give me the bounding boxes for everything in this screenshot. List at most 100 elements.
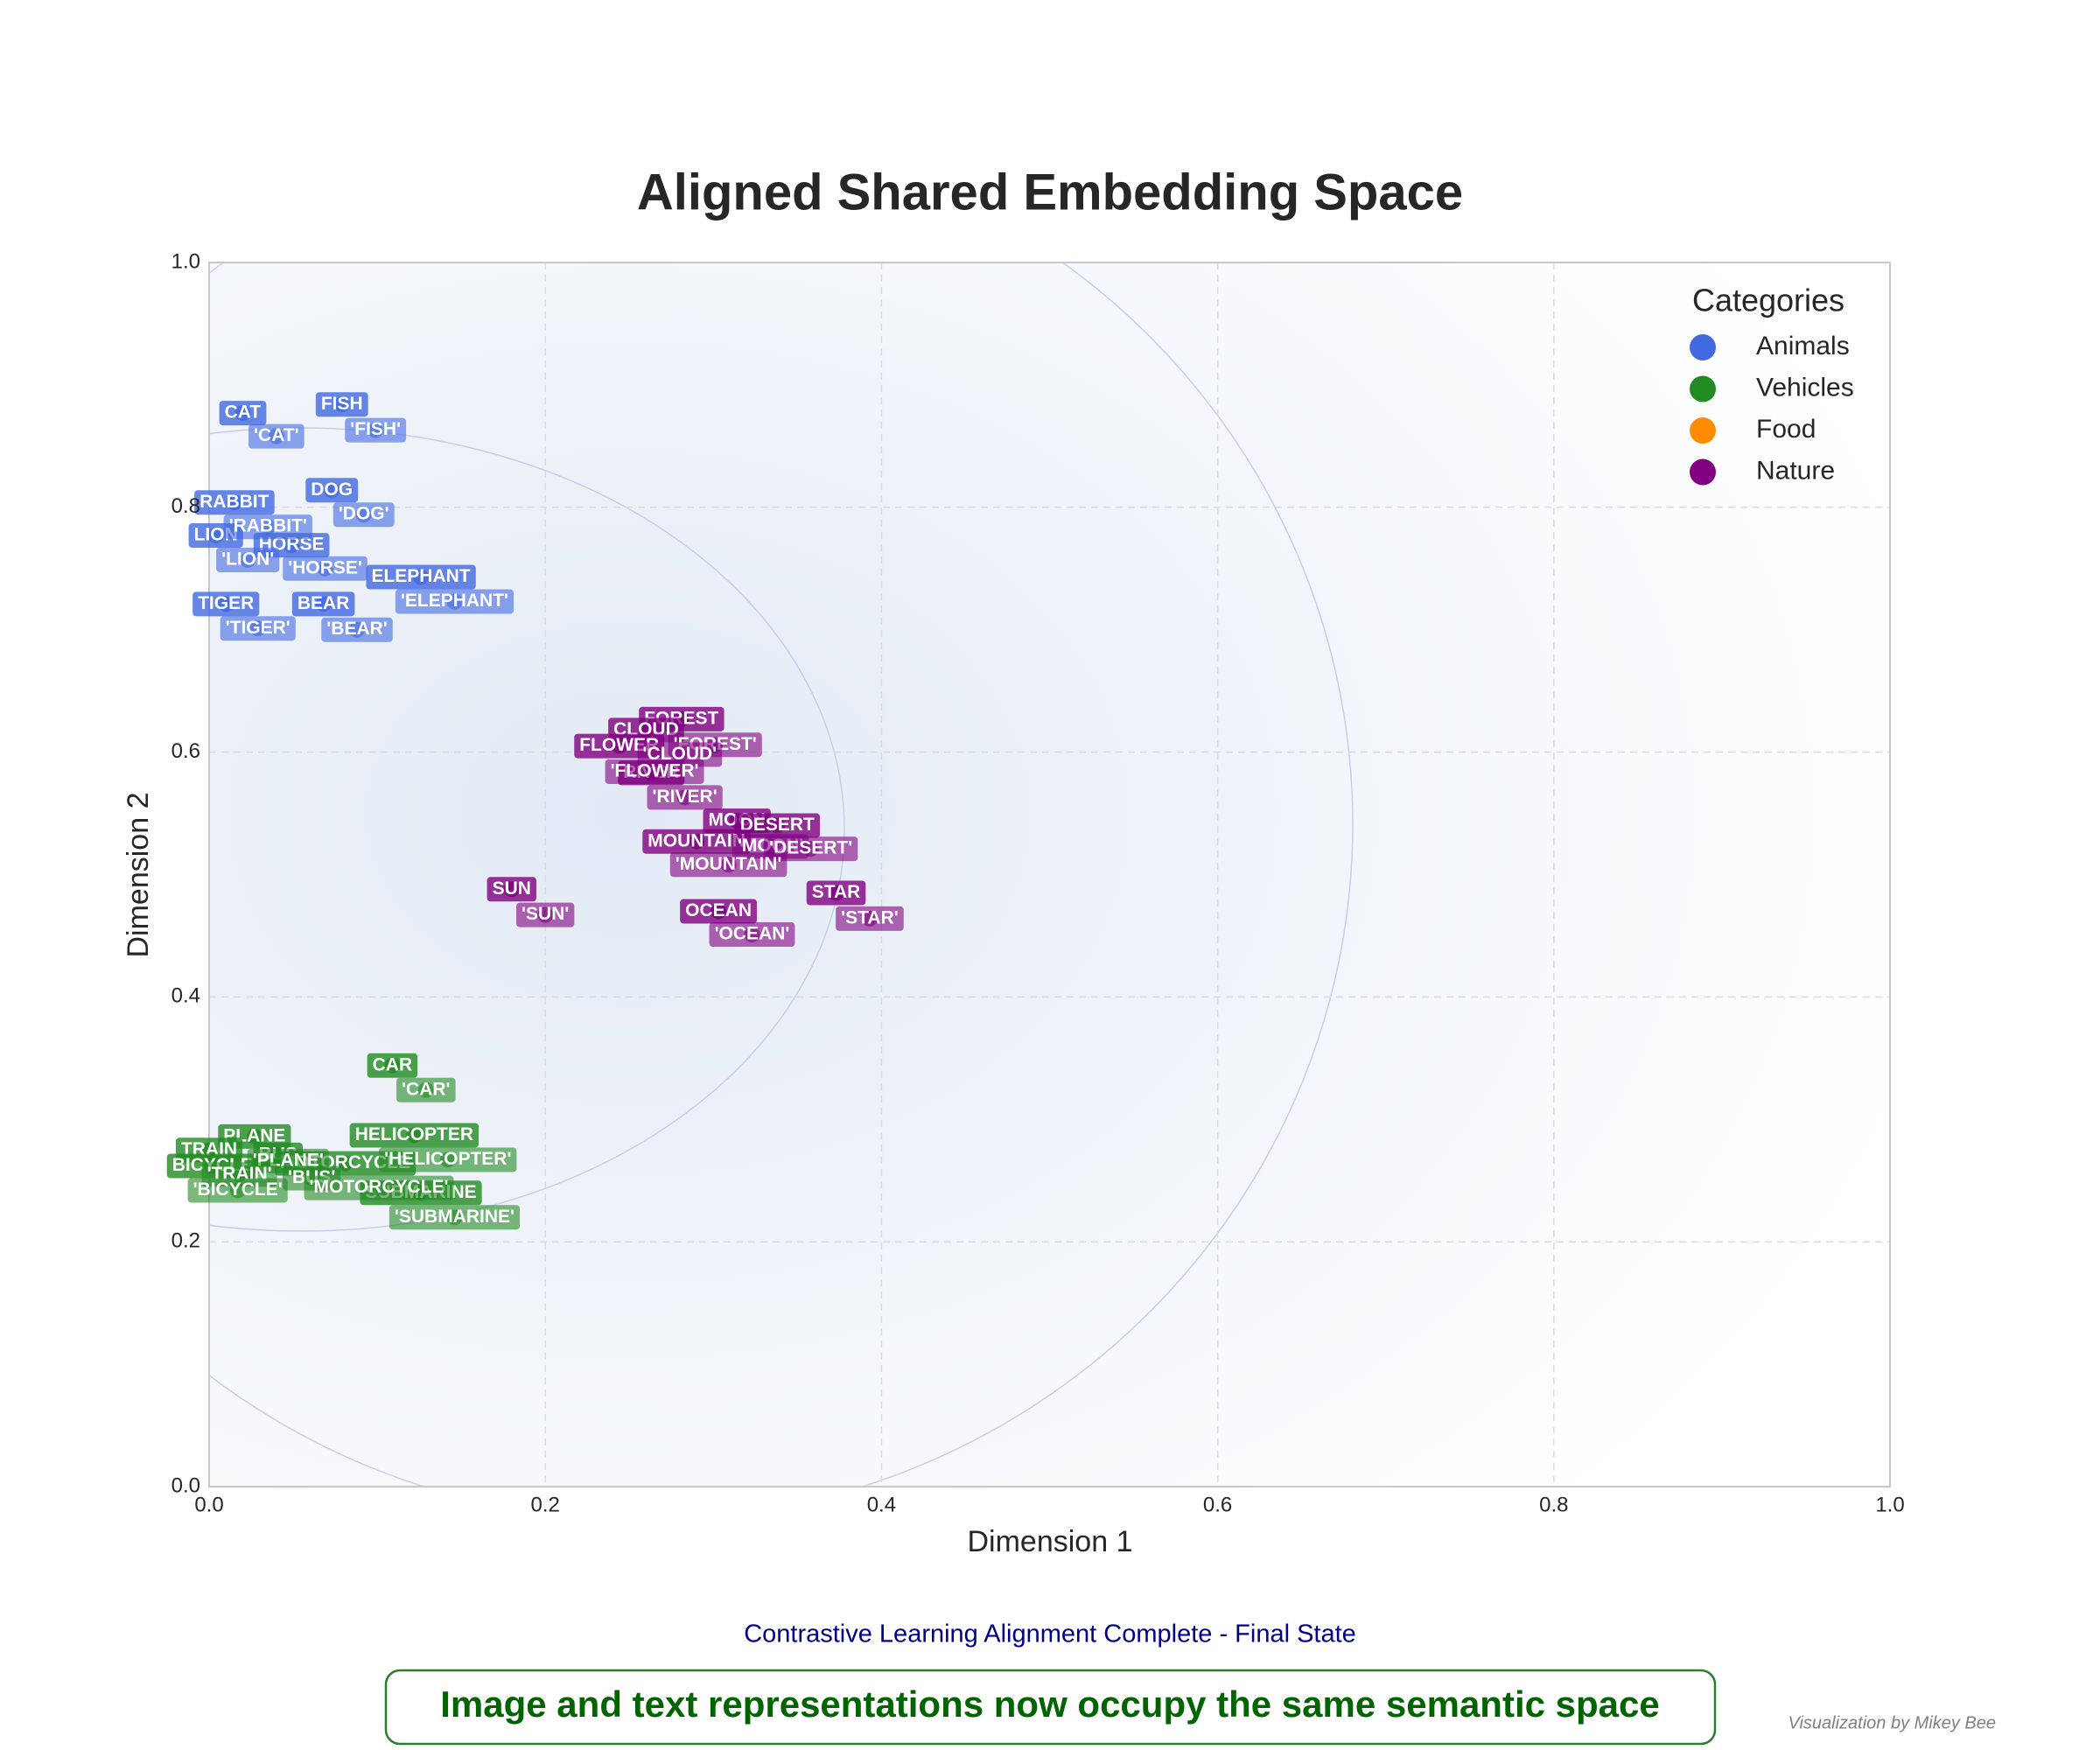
legend: Categories Animals Vehicles Food Nature bbox=[1690, 283, 1854, 486]
y-axis-label: Dimension 2 bbox=[122, 793, 155, 958]
text-label: 'SUBMARINE' bbox=[395, 1207, 514, 1227]
text-point: 'BICYCLE' bbox=[187, 1178, 288, 1203]
text-label: 'HELICOPTER' bbox=[384, 1149, 511, 1169]
legend-marker bbox=[1690, 458, 1716, 486]
y-tick-label: 0.4 bbox=[172, 984, 200, 1008]
x-tick-label: 0.2 bbox=[531, 1493, 560, 1516]
image-label: DOG bbox=[311, 480, 353, 500]
image-label: RABBIT bbox=[200, 492, 269, 512]
image-label: STAR bbox=[812, 882, 861, 902]
image-label: DESERT bbox=[740, 815, 815, 835]
image-label: BEAR bbox=[298, 593, 350, 613]
image-label-box bbox=[192, 592, 260, 617]
plot-frame bbox=[208, 262, 1891, 1488]
text-point: 'DESERT' bbox=[764, 836, 858, 862]
x-axis-label: Dimension 1 bbox=[968, 1525, 1133, 1558]
text-label: 'CAR' bbox=[402, 1079, 450, 1099]
legend-marker bbox=[1690, 417, 1716, 444]
text-label-box bbox=[605, 759, 704, 784]
image-label-box bbox=[291, 592, 355, 617]
text-label-box bbox=[395, 589, 514, 614]
text-label-box bbox=[516, 902, 575, 928]
image-label: CAR bbox=[373, 1054, 413, 1074]
text-label-box bbox=[396, 1077, 456, 1102]
image-label-box bbox=[806, 880, 866, 906]
text-label: 'ELEPHANT' bbox=[401, 591, 508, 611]
text-label-box bbox=[187, 1178, 288, 1203]
text-point: 'MOUNTAIN' bbox=[669, 852, 788, 878]
image-point: STAR bbox=[806, 880, 866, 906]
text-label: 'MOUNTAIN' bbox=[676, 854, 782, 874]
image-label: HELICOPTER bbox=[355, 1124, 473, 1144]
text-label-box bbox=[220, 616, 296, 641]
y-tick-label: 0.2 bbox=[172, 1229, 200, 1253]
text-label: 'OCEAN' bbox=[715, 924, 790, 944]
text-label-box bbox=[321, 617, 393, 642]
text-label: 'TIGER' bbox=[226, 618, 290, 638]
text-label-box bbox=[764, 836, 858, 862]
image-point: HELICOPTER bbox=[349, 1123, 480, 1148]
image-label-box bbox=[734, 813, 821, 838]
text-point: 'MOTORCYCLE' bbox=[304, 1175, 454, 1200]
text-point: 'STAR' bbox=[836, 906, 904, 931]
text-label-box bbox=[223, 514, 312, 540]
text-point: 'SUN' bbox=[516, 902, 575, 928]
image-label-box bbox=[194, 490, 275, 515]
x-tick-label: 1.0 bbox=[1875, 1493, 1904, 1516]
text-label-box bbox=[647, 785, 723, 810]
text-point: 'LION' bbox=[216, 547, 280, 572]
text-point: 'OCEAN' bbox=[709, 922, 795, 948]
text-label: 'FLOWER' bbox=[611, 761, 699, 781]
text-label-box bbox=[709, 922, 795, 948]
image-label: CAT bbox=[225, 402, 262, 423]
text-label-box bbox=[345, 417, 407, 443]
text-label: 'CAT' bbox=[254, 425, 299, 445]
subtitle: Contrastive Learning Alignment Complete … bbox=[744, 1620, 1356, 1648]
text-point: 'FLOWER' bbox=[605, 759, 704, 784]
image-point: SUN bbox=[486, 877, 536, 902]
legend-label: Nature bbox=[1756, 456, 1835, 485]
y-tick-label: 0.8 bbox=[172, 494, 200, 518]
legend-marker bbox=[1690, 334, 1716, 360]
image-label-box bbox=[305, 478, 359, 503]
text-point: 'HELICOPTER' bbox=[379, 1147, 517, 1172]
y-tick-label: 0.0 bbox=[172, 1474, 200, 1497]
text-point: 'CAT' bbox=[248, 424, 304, 449]
text-label: 'HORSE' bbox=[288, 557, 362, 578]
text-label-box bbox=[379, 1147, 517, 1172]
legend-label: Vehicles bbox=[1756, 373, 1854, 402]
image-point: DOG bbox=[305, 478, 359, 503]
text-label: 'DESERT' bbox=[769, 838, 852, 858]
image-label-box bbox=[367, 1053, 418, 1078]
text-label: 'SUN' bbox=[522, 904, 569, 924]
image-label: ELEPHANT bbox=[371, 566, 470, 586]
image-label-box bbox=[219, 401, 267, 426]
text-label: 'RABBIT' bbox=[229, 516, 307, 536]
text-label: 'STAR' bbox=[841, 907, 899, 928]
text-point: 'SUBMARINE' bbox=[388, 1205, 521, 1230]
text-label: 'CLOUD' bbox=[643, 744, 718, 764]
image-point: OCEAN bbox=[680, 899, 757, 924]
image-point: CAR bbox=[367, 1053, 418, 1078]
text-point: 'ELEPHANT' bbox=[395, 589, 514, 614]
text-label: 'BEAR' bbox=[326, 619, 388, 639]
image-label-box bbox=[680, 899, 757, 924]
text-label-box bbox=[332, 502, 395, 528]
image-label-box bbox=[642, 829, 751, 854]
image-label-box bbox=[366, 564, 476, 590]
text-point: 'TIGER' bbox=[220, 616, 296, 641]
image-point: TIGER bbox=[192, 592, 260, 617]
text-label-box bbox=[248, 424, 304, 449]
text-label-box bbox=[283, 556, 368, 581]
text-point: 'RIVER' bbox=[647, 785, 723, 810]
plot-background bbox=[209, 262, 1890, 1487]
text-label: 'BICYCLE' bbox=[193, 1180, 283, 1200]
x-tick-label: 0.8 bbox=[1539, 1493, 1568, 1516]
text-label-box bbox=[669, 852, 788, 878]
legend-label: Food bbox=[1756, 415, 1816, 444]
credit: Visualization by Mikey Bee bbox=[1788, 1713, 1996, 1732]
text-label-box bbox=[836, 906, 904, 931]
text-label: 'RIVER' bbox=[653, 787, 718, 807]
text-label: 'MOTORCYCLE' bbox=[310, 1177, 449, 1197]
